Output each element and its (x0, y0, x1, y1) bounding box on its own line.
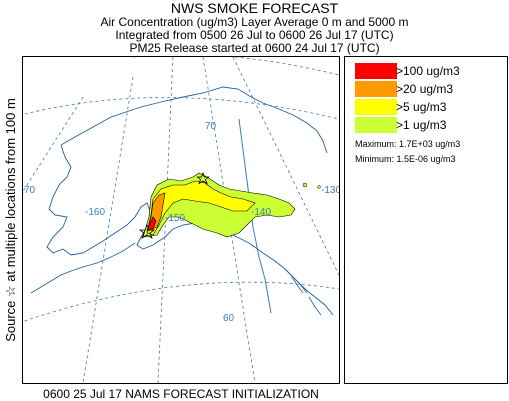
lon-label-150: -150 (165, 213, 185, 224)
lon-label-160: -160 (85, 207, 105, 218)
concentration-description: Air Concentration (ug/m3) Layer Average … (100, 15, 409, 29)
alaska-canada-border (238, 118, 272, 314)
legend-item-1: >1 ug/m3 (355, 117, 505, 133)
lon-label-170: -170 (23, 185, 35, 196)
lat-label-60: 60 (223, 313, 235, 324)
aleutian-islands (30, 242, 136, 294)
plume-patch (302, 182, 308, 188)
map-title: NWS SMOKE FORECAST (170, 0, 339, 16)
lon-label-140: -140 (251, 207, 271, 218)
forecast-initialization: 0600 25 Jul 17 NAMS FORECAST INITIALIZAT… (43, 387, 319, 401)
source-label-area: Source ☆ at multiple locations from 100 … (0, 56, 22, 384)
source-star-icon (196, 171, 210, 185)
source-location-label: Source ☆ at multiple locations from 100 … (3, 98, 18, 342)
meridian-130 (232, 56, 340, 276)
legend-label: >1 ug/m3 (396, 118, 447, 132)
meridian-140 (202, 56, 256, 384)
legend-item-100: >100 ug/m3 (355, 63, 505, 79)
latitude-line-70 (12, 97, 340, 120)
plume-patch (317, 185, 321, 189)
lon-label-130: -130 (321, 185, 339, 196)
release-start: PM25 Release started at 0600 24 Jul 17 (… (129, 41, 380, 55)
legend-label: >20 ug/m3 (396, 82, 454, 96)
map-canvas: 70 60 -170 -160 -150 -140 -130 (12, 53, 341, 384)
plume-contour-100 (146, 216, 157, 232)
legend-maximum: Maximum: 1.7E+03 ug/m3 (355, 139, 461, 149)
legend-item-5: >5 ug/m3 (355, 99, 505, 115)
plume-contour-5 (146, 180, 256, 236)
integration-period: Integrated from 0500 26 Jul to 0600 26 J… (115, 28, 394, 42)
legend-panel: >100 ug/m3 >20 ug/m3 >5 ug/m3 >1 ug/m3 M… (344, 56, 508, 384)
map-panel: 70 60 -170 -160 -150 -140 -130 (12, 53, 341, 384)
latitude-line-60 (12, 281, 340, 326)
lat-label-70: 70 (205, 121, 217, 132)
alaska-panhandle (284, 268, 322, 316)
legend-item-20: >20 ug/m3 (355, 81, 505, 97)
legend-swatch-yellow (355, 99, 397, 115)
meridian-160 (82, 76, 134, 384)
alaska-coastline (46, 86, 334, 316)
source-star-icon (138, 223, 156, 239)
meridian-170 (12, 96, 84, 208)
legend-minimum: Minimum: 1.5E-06 ug/m3 (355, 154, 456, 164)
legend-swatch-orange (355, 81, 397, 97)
legend-swatch-green (355, 117, 397, 133)
latitude-line-80 (132, 53, 340, 76)
legend-label: >100 ug/m3 (396, 64, 460, 78)
legend-label: >5 ug/m3 (396, 100, 447, 114)
legend-swatch-red (355, 63, 397, 79)
